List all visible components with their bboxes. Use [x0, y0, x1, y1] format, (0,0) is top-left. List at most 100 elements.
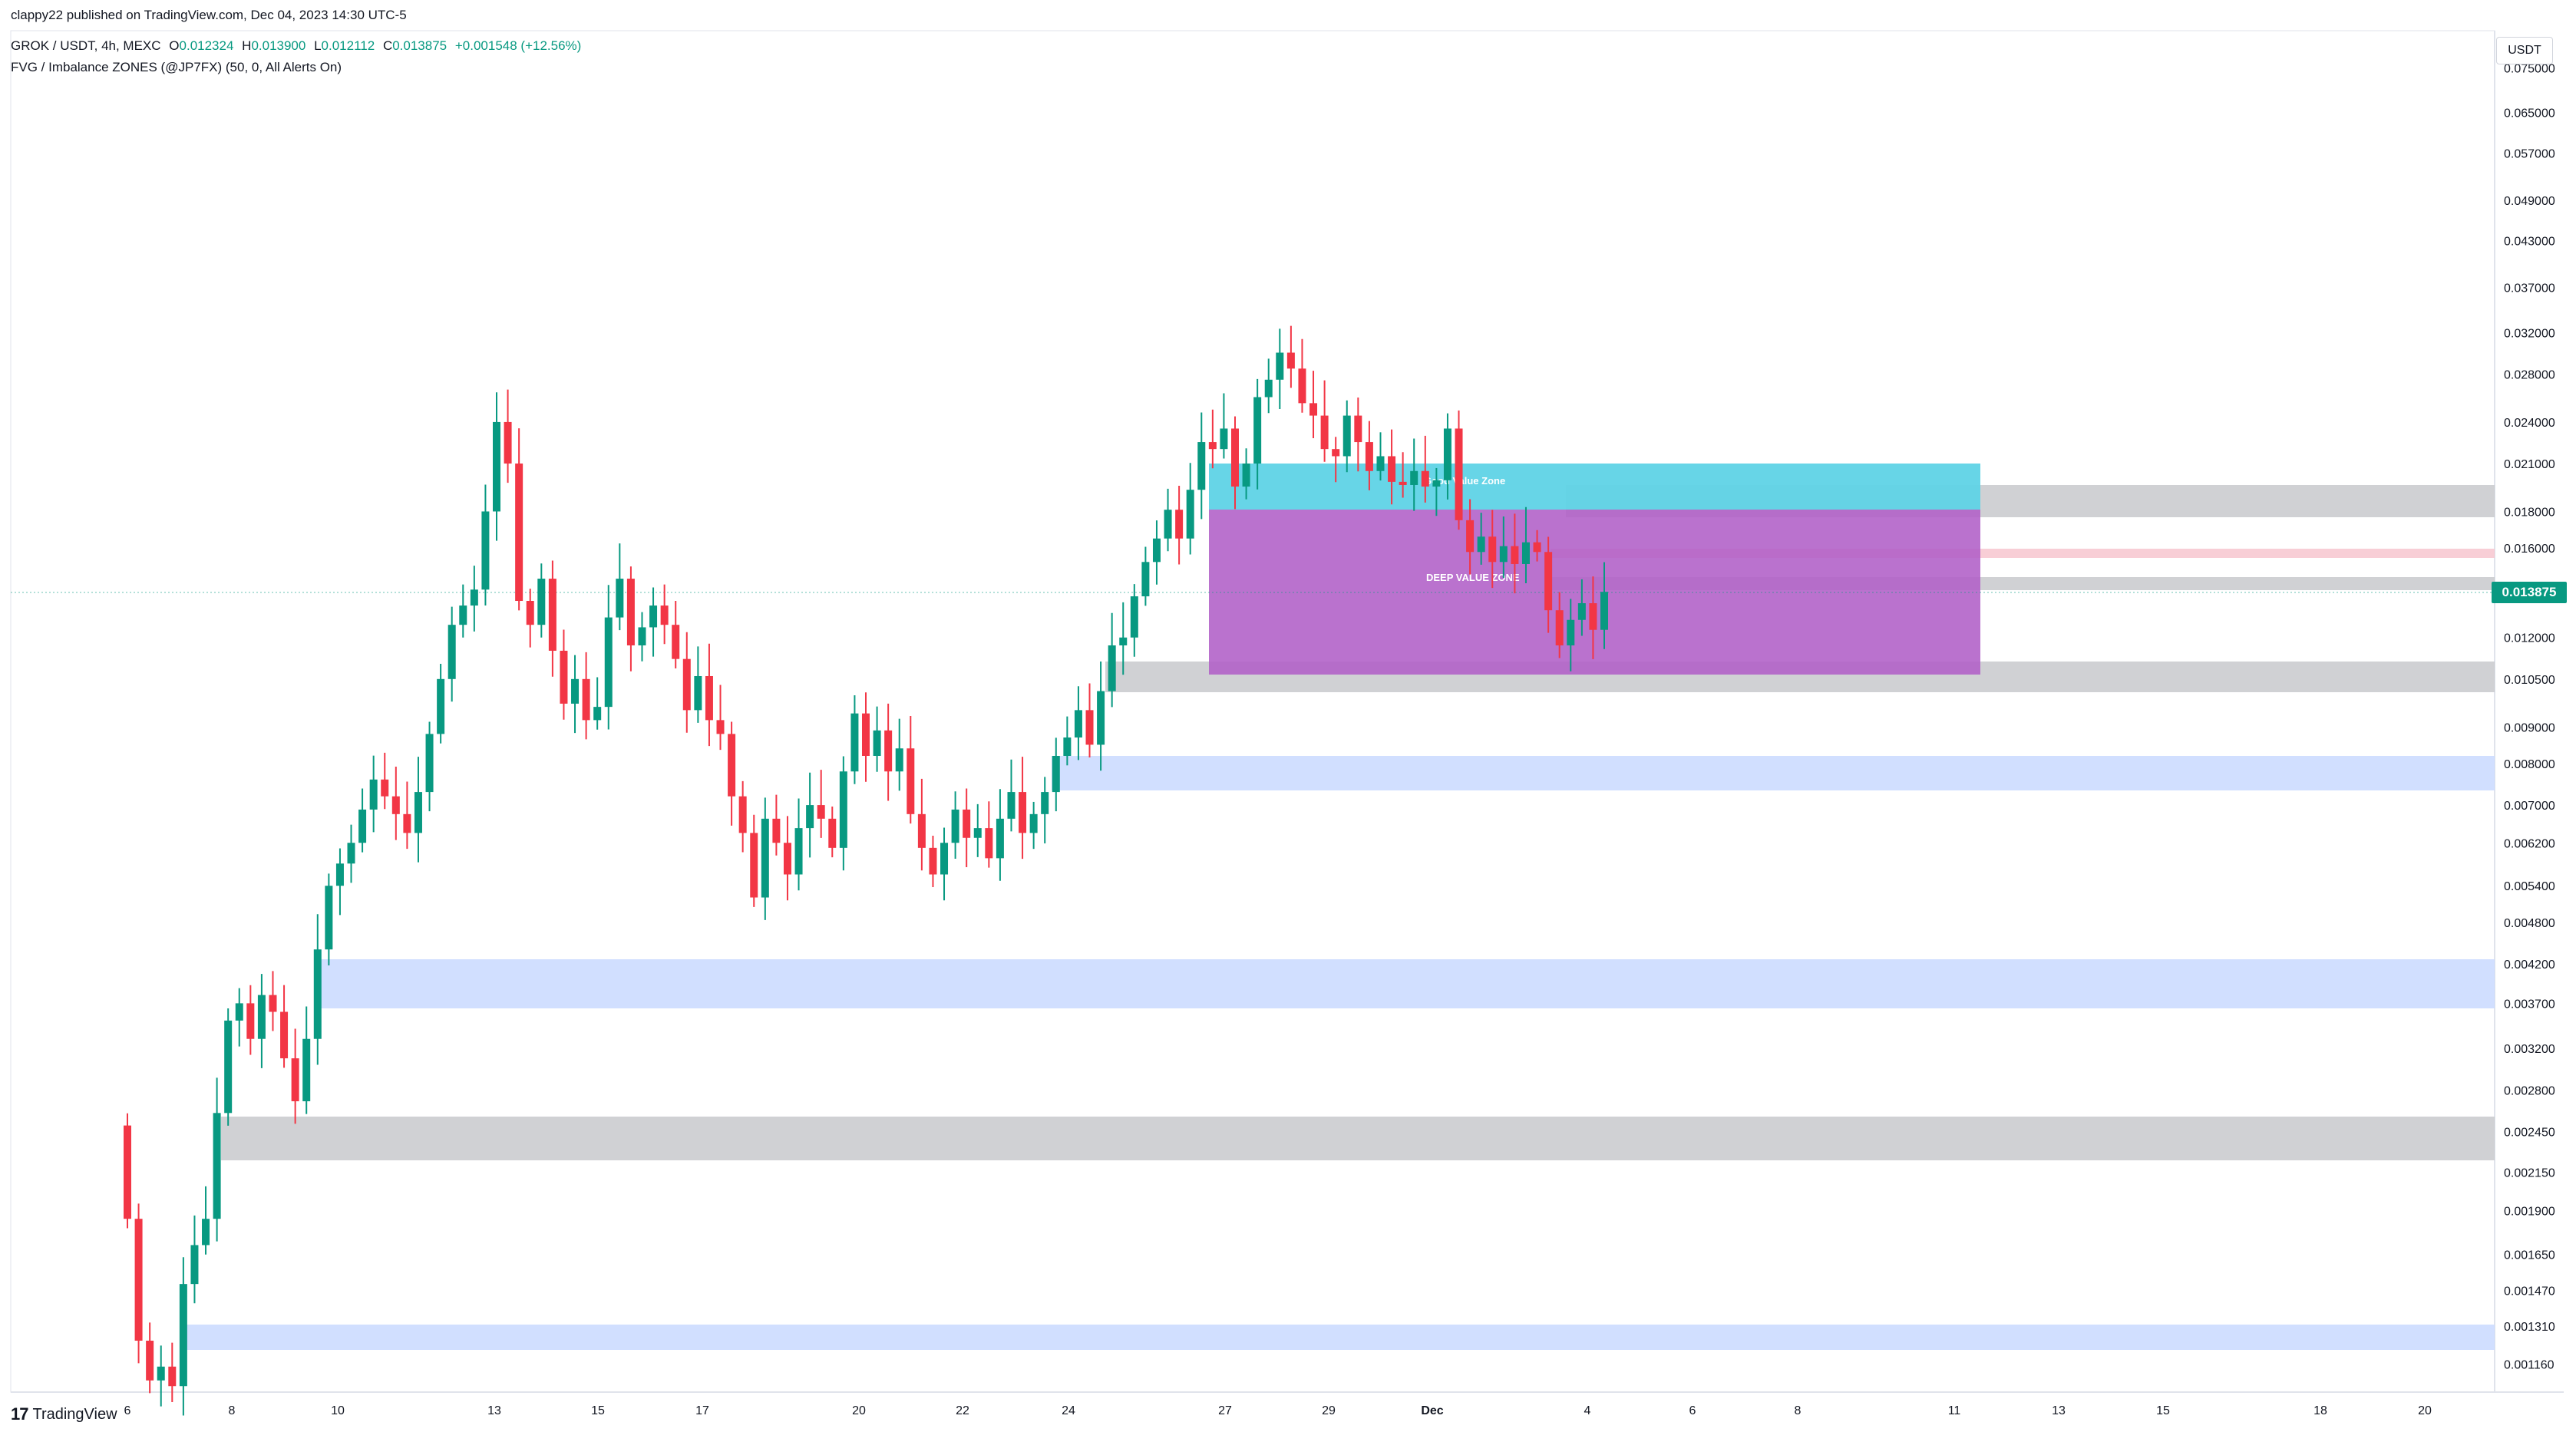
publisher-line: clappy22 published on TradingView.com, D… — [11, 8, 407, 22]
candle-down — [291, 1058, 299, 1102]
candle-down — [1320, 415, 1329, 450]
candle-down — [862, 713, 870, 756]
candle-up — [1577, 603, 1586, 620]
candle-up — [694, 675, 702, 711]
candle-down — [1533, 542, 1541, 553]
candle-up — [850, 713, 859, 772]
time-axis[interactable]: 6 8 10 13 15 17 20 22 24 27 29 Dec 4 6 8 11 13 15 18 20 — [124, 1404, 2432, 1417]
candle-up — [604, 617, 613, 708]
candle-up — [325, 886, 333, 950]
candle-down — [884, 730, 893, 772]
candles — [124, 325, 1608, 1416]
candle-up — [1141, 562, 1150, 597]
price-tick-label: 0.009000 — [2504, 721, 2555, 734]
candle-down — [381, 779, 389, 797]
deep-value-zone-box[interactable] — [1209, 510, 1980, 675]
price-tick-label: 0.001650 — [2504, 1249, 2555, 1262]
close-label: C — [382, 38, 393, 53]
candle-up — [1499, 546, 1508, 563]
candle-up — [302, 1038, 311, 1102]
candle-up — [940, 843, 949, 875]
candle-down — [582, 678, 590, 721]
candle-down — [672, 625, 680, 659]
candle-up — [358, 809, 367, 843]
price-tick-label: 0.010500 — [2504, 674, 2555, 687]
price-axis[interactable]: 0.075000 0.065000 0.057000 0.049000 0.043000… — [2504, 62, 2555, 1371]
time-tick-label: 15 — [2156, 1404, 2170, 1417]
candle-down — [772, 818, 781, 843]
candle-up — [649, 605, 658, 628]
candle-down — [504, 421, 512, 464]
candle-down — [728, 734, 736, 797]
candle-down — [660, 605, 669, 625]
low-label: L — [314, 38, 322, 53]
candle-up — [1567, 619, 1575, 645]
price-tick-label: 0.018000 — [2504, 506, 2555, 519]
price-tick-label: 0.075000 — [2504, 62, 2555, 75]
price-tick-label: 0.043000 — [2504, 236, 2555, 249]
candle-up — [224, 1020, 233, 1114]
time-tick-label: 13 — [487, 1404, 501, 1417]
candle-down — [1466, 520, 1475, 553]
time-tick-label: 13 — [2052, 1404, 2066, 1417]
price-tick-label: 0.016000 — [2504, 543, 2555, 556]
candle-down — [907, 748, 915, 814]
candle-up — [1376, 456, 1385, 471]
candle-up — [1029, 813, 1038, 833]
candle-up — [638, 627, 646, 645]
price-tick-label: 0.002450 — [2504, 1126, 2555, 1139]
price-tick-label: 0.065000 — [2504, 107, 2555, 120]
candle-up — [973, 828, 982, 838]
candle-up — [257, 995, 266, 1039]
indicator-legend[interactable]: FVG / Imbalance ZONES (@JP7FX) (50, 0, A… — [11, 60, 342, 74]
candle-down — [917, 813, 926, 848]
currency-button[interactable]: USDT — [2496, 37, 2553, 64]
candle-down — [269, 995, 277, 1012]
price-tick-label: 0.003700 — [2504, 998, 2555, 1011]
candle-up — [1041, 792, 1049, 814]
time-tick-label: Dec — [1421, 1404, 1443, 1417]
candle-down — [1544, 552, 1553, 611]
candle-up — [447, 625, 456, 679]
candle-down — [1085, 710, 1094, 745]
price-tick-label: 0.012000 — [2504, 632, 2555, 645]
candle-down — [560, 650, 568, 704]
candle-down — [280, 1011, 289, 1059]
price-tick-label: 0.028000 — [2504, 368, 2555, 381]
current-price-tag: 0.013875 — [2492, 582, 2567, 603]
candle-up — [537, 579, 546, 625]
time-tick-label: 11 — [1948, 1404, 1961, 1417]
candle-down — [1388, 456, 1396, 482]
candle-down — [1511, 546, 1519, 564]
time-tick-label: 6 — [124, 1404, 131, 1417]
price-tick-label: 0.001310 — [2504, 1321, 2555, 1334]
candle-up — [996, 818, 1004, 859]
candle-up — [1477, 536, 1485, 553]
candle-up — [1410, 470, 1418, 485]
time-tick-label: 8 — [1795, 1404, 1802, 1417]
candle-up — [1276, 352, 1284, 380]
candle-up — [1432, 480, 1441, 487]
candle-up — [1242, 464, 1250, 487]
open-value: 0.012324 — [179, 38, 234, 53]
brand-name: TradingView — [32, 1405, 117, 1423]
candle-up — [213, 1113, 221, 1219]
time-tick-label: 29 — [1322, 1404, 1336, 1417]
candle-up — [190, 1245, 199, 1285]
footer-brand[interactable]: 17 TradingView — [11, 1404, 117, 1424]
good-value-zone-box[interactable] — [1209, 464, 1980, 510]
candle-up — [335, 863, 344, 886]
candle-down — [1332, 449, 1340, 457]
symbol-legend[interactable]: GROK / USDT, 4h, MEXC O0.012324 H0.01390… — [11, 38, 581, 54]
time-tick-label: 4 — [1584, 1404, 1591, 1417]
candle-down — [705, 675, 713, 721]
candle-up — [437, 678, 445, 734]
candle-up — [873, 730, 881, 756]
candle-up — [470, 589, 478, 606]
plot-area[interactable] — [10, 30, 2495, 1393]
candle-down — [750, 833, 758, 898]
change-value: +0.001548 (+12.56%) — [454, 38, 582, 53]
price-tick-label: 0.004200 — [2504, 959, 2555, 972]
candle-down — [1309, 403, 1318, 416]
